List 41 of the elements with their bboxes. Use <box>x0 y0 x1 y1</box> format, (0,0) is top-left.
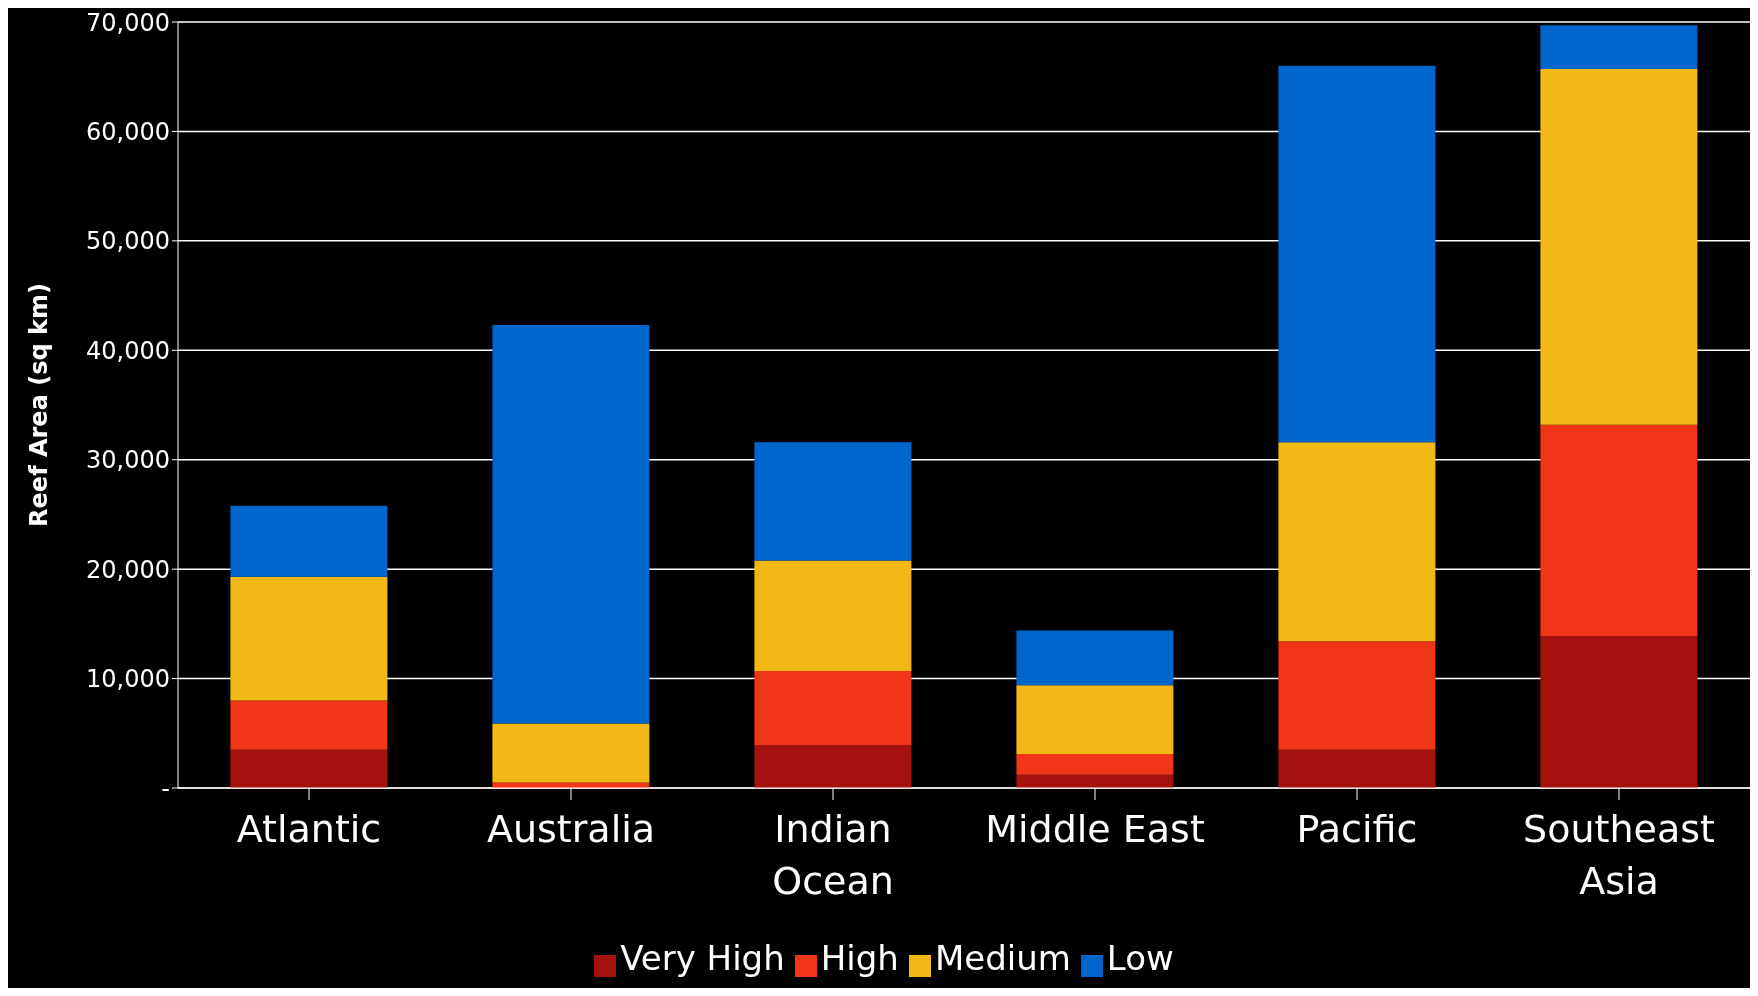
bar <box>1540 25 1698 70</box>
x-tick-label: Atlantic <box>236 807 382 851</box>
bar <box>230 749 388 788</box>
x-tick-label: Indian Ocean <box>772 807 894 903</box>
bar <box>1540 635 1698 788</box>
bar <box>230 576 388 701</box>
bar <box>1278 641 1436 750</box>
y-tick-label: 10,000 <box>86 665 170 694</box>
legend-label: Very High <box>620 938 785 978</box>
bar <box>1278 749 1436 788</box>
y-tick-label: 50,000 <box>86 227 170 256</box>
x-tick-label: Pacific <box>1296 807 1418 851</box>
bar <box>1278 442 1436 642</box>
bar <box>492 325 650 724</box>
legend-label: Medium <box>934 938 1071 978</box>
y-tick-label: 40,000 <box>86 336 170 365</box>
bar <box>754 745 912 788</box>
bar <box>492 723 650 783</box>
x-tick-label: Australia <box>486 807 656 851</box>
y-tick-label: 30,000 <box>86 446 170 475</box>
y-axis-title: Reef Area (sq km) <box>24 283 53 527</box>
bar <box>1016 630 1174 686</box>
legend-label: Low <box>1106 938 1174 978</box>
bar <box>1278 65 1436 443</box>
y-tick-label: - <box>161 774 170 803</box>
bar <box>1540 69 1698 425</box>
y-tick-label: 60,000 <box>86 117 170 146</box>
x-tick-label: Middle East <box>985 807 1205 851</box>
bar <box>754 560 912 671</box>
y-tick-label: 20,000 <box>86 555 170 584</box>
legend-label: High <box>820 938 899 978</box>
x-tick-label: Southeast Asia <box>1523 807 1715 903</box>
bar <box>1016 754 1174 775</box>
bar <box>1016 774 1174 788</box>
bar <box>230 505 388 577</box>
bar <box>230 700 388 750</box>
bar <box>754 670 912 746</box>
bar <box>1016 685 1174 755</box>
bar <box>1540 424 1698 636</box>
bar <box>754 442 912 561</box>
y-tick-label: 70,000 <box>86 8 170 37</box>
